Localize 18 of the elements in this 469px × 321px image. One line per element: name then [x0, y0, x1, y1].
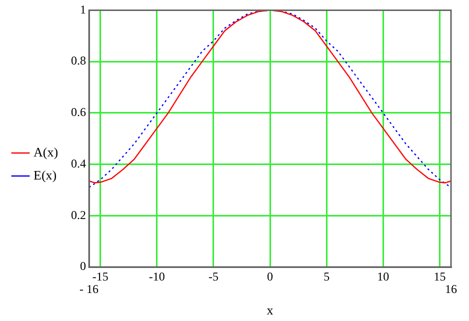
- text: - 16: [80, 282, 99, 296]
- legend-label: E(x): [34, 167, 57, 182]
- y-tick-label: 1: [80, 2, 86, 16]
- x-tick-label: 15: [434, 269, 446, 284]
- y-tick-label: 0.6: [71, 105, 86, 120]
- x-tick-label: -5: [208, 269, 218, 284]
- x-tick-label: 5: [324, 269, 330, 284]
- x-tick-label: 0: [267, 269, 274, 284]
- y-tick-label: 0: [80, 259, 86, 274]
- x-tick-label: -10: [148, 269, 165, 284]
- x-tick-label: 10: [377, 269, 390, 284]
- legend-label: A(x): [34, 144, 58, 160]
- y-tick-label: 0.4: [71, 156, 86, 170]
- y-tick-label: 0.2: [71, 208, 86, 222]
- y-tick-label: 0.8: [71, 54, 86, 68]
- x-axis-title: x: [266, 302, 274, 318]
- text: 16: [445, 282, 457, 296]
- x-tick-label: -15: [92, 269, 108, 284]
